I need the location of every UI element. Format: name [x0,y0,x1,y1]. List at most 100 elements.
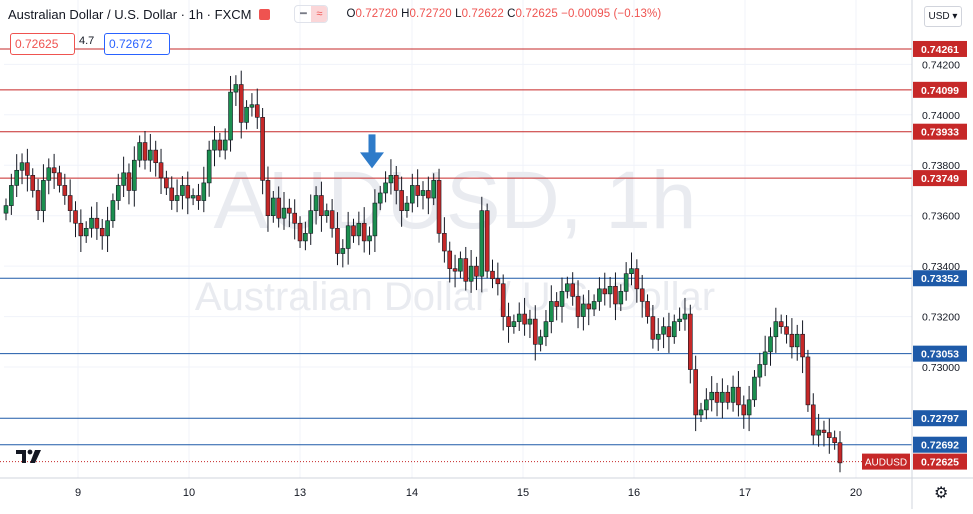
candle [115,185,121,201]
candle [335,228,340,254]
sell-price-button[interactable]: 0.72625 [10,33,75,55]
candle [549,301,554,322]
candles [3,70,843,473]
candle [153,149,158,164]
candle [319,195,324,216]
candle [810,404,816,436]
candle [618,291,624,305]
candle [158,162,164,179]
currency-button[interactable]: USD ▾ [924,6,962,27]
symbol-title[interactable]: Australian Dollar / U.S. Dollar · 1h · F… [8,6,252,22]
resistance-level-label-bg [913,170,967,187]
candle [78,222,84,237]
candle [238,84,244,123]
candle [393,175,399,191]
candle [704,399,709,411]
price-axis[interactable]: 0.74200 0.74000 0.73800 0.73600 0.73400 0.732… [911,0,960,509]
candle [773,321,779,338]
candle [789,333,795,348]
candle [233,84,239,93]
candle [254,104,260,118]
time-tick-label: 16 [628,487,640,499]
candle [67,195,73,211]
gear-icon[interactable]: ⚙ [934,485,949,502]
candle [730,386,736,403]
candle [142,142,148,161]
candle [260,117,265,181]
candle [287,207,292,214]
candle [222,139,228,151]
candle [372,202,378,237]
candle [19,162,25,171]
candle [190,195,196,199]
candle [201,182,207,201]
candle [399,190,404,211]
compare-toggle[interactable]: ━ ≈ [294,5,329,23]
buy-price-button[interactable]: 0.72672 [104,33,170,55]
candle [741,404,747,416]
candle [474,265,479,277]
flag-icon[interactable] [259,8,271,20]
wave-icon[interactable]: ≈ [311,6,328,22]
close-value: 0.72625 [515,8,558,20]
candle [228,91,233,141]
candle [778,321,784,327]
price-tick-label: 0.74200 [922,59,960,71]
resistance-level-label: 0.74261 [921,44,959,56]
candle [527,318,533,325]
candle [356,222,362,237]
symbol-tag-bg [862,453,910,470]
minus-icon[interactable]: ━ [300,8,307,20]
candle [89,217,94,229]
time-axis[interactable]: 9 10 13 14 15 16 17 20 [0,477,973,499]
candle [404,202,410,211]
candle [768,336,773,353]
candle [447,250,453,269]
candle [559,291,565,307]
candle [532,318,538,345]
candle [827,432,832,438]
candle [602,288,608,295]
candle [538,336,543,345]
candle [73,210,78,224]
price-tick-label: 0.73400 [922,261,960,273]
spread-value: 4.7 [79,35,95,47]
support-level-label-bg [913,270,967,287]
candle [383,182,388,194]
candle [613,286,618,305]
candle [3,205,9,214]
candle [682,313,688,320]
candle [709,391,714,401]
candle [51,167,57,174]
candle [121,172,126,186]
price-tick-label: 0.73600 [922,211,960,223]
candle [137,142,142,161]
candle [126,172,132,191]
candle [821,429,827,433]
time-tick-label: 14 [406,487,418,499]
candle [271,197,276,216]
candle [479,210,485,277]
high-key: H [401,8,410,20]
candle [736,386,741,406]
candle [720,391,725,403]
candle [303,233,308,242]
candle [832,437,837,443]
low-value: 0.72622 [461,8,504,20]
ohlc-values: O0.72720 H0.72720 L0.72622 C0.72625 −0.0… [346,8,661,20]
support-level-label-bg [913,410,967,427]
candle [94,217,100,229]
candle [62,185,68,196]
candle [25,162,30,176]
candle [516,313,522,322]
candle [746,399,752,416]
candle [575,296,581,317]
candle [308,210,314,234]
candle [442,233,447,252]
grid [4,0,912,478]
candle [415,185,420,196]
tradingview-logo-icon[interactable] [16,448,42,464]
last-price-label: 0.72625 [921,457,959,469]
